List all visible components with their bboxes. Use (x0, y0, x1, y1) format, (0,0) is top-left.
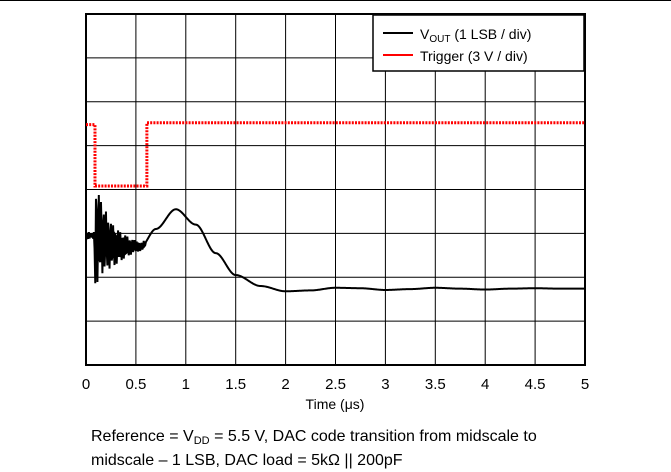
x-tick-label: 1 (182, 376, 190, 393)
caption-line-2: midscale – 1 LSB, DAC load = 5kΩ || 200p… (91, 452, 403, 469)
chart: VOUT (1 LSB / div) Trigger (3 V / div) 0… (82, 13, 589, 412)
legend: VOUT (1 LSB / div) Trigger (3 V / div) (372, 14, 585, 72)
x-tick-labels: 0 0.5 1 1.5 2 2.5 3 3.5 4 4.5 5 (82, 376, 589, 393)
series-vout-line (85, 194, 585, 293)
top-rule (0, 0, 671, 1)
caption: Reference = VDD = 5.5 V, DAC code transi… (91, 427, 661, 470)
x-tick-label: 2 (281, 376, 289, 393)
x-tick-label: 0 (82, 376, 90, 393)
series-layer (85, 121, 585, 293)
legend-label-trigger: Trigger (3 V / div) (420, 48, 528, 64)
x-tick-label: 5 (581, 376, 589, 393)
x-tick-label: 2.5 (325, 376, 346, 393)
x-tick-label: 4.5 (525, 376, 546, 393)
x-tick-label: 3 (381, 376, 389, 393)
caption-line-1: Reference = VDD = 5.5 V, DAC code transi… (91, 428, 537, 447)
x-tick-label: 3.5 (425, 376, 446, 393)
grid (86, 14, 585, 365)
series-trigger-line (86, 121, 585, 188)
x-axis-title: Time (μs) (306, 396, 365, 412)
x-tick-label: 1.5 (225, 376, 246, 393)
legend-box (372, 14, 585, 72)
legend-label-vout: VOUT (1 LSB / div) (420, 26, 531, 45)
x-tick-label: 0.5 (125, 376, 146, 393)
x-tick-label: 4 (481, 376, 489, 393)
